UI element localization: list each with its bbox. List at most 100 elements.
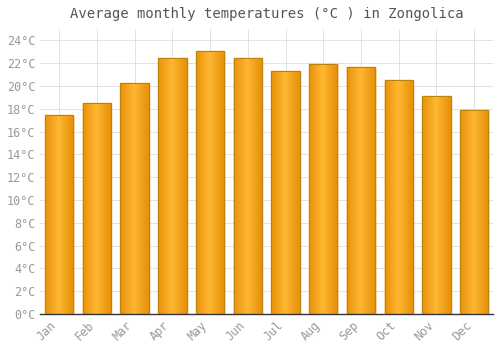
- Bar: [280, 71, 281, 314]
- Bar: [352, 66, 353, 314]
- Bar: [201, 51, 202, 314]
- Bar: [467, 110, 468, 314]
- Bar: [200, 51, 201, 314]
- Bar: [71, 114, 72, 314]
- Bar: [287, 71, 288, 314]
- Bar: [204, 51, 205, 314]
- Bar: [468, 110, 469, 314]
- Bar: [444, 96, 445, 314]
- Bar: [471, 110, 472, 314]
- Bar: [447, 96, 448, 314]
- Bar: [389, 80, 390, 314]
- Bar: [366, 66, 367, 314]
- Bar: [212, 51, 213, 314]
- Bar: [133, 83, 134, 314]
- Bar: [239, 57, 240, 314]
- Bar: [485, 110, 486, 314]
- Bar: [175, 57, 176, 314]
- Bar: [388, 80, 389, 314]
- Bar: [199, 51, 200, 314]
- Bar: [254, 57, 255, 314]
- Bar: [259, 57, 260, 314]
- Bar: [144, 83, 145, 314]
- Bar: [158, 57, 159, 314]
- Bar: [326, 64, 327, 314]
- Bar: [395, 80, 396, 314]
- Bar: [410, 80, 411, 314]
- Bar: [205, 51, 206, 314]
- Bar: [470, 110, 471, 314]
- Bar: [130, 83, 131, 314]
- Bar: [217, 51, 218, 314]
- Bar: [219, 51, 220, 314]
- Bar: [484, 110, 485, 314]
- Bar: [354, 66, 355, 314]
- Bar: [278, 71, 279, 314]
- Bar: [176, 57, 177, 314]
- Bar: [429, 96, 430, 314]
- Bar: [85, 103, 86, 314]
- Bar: [298, 71, 299, 314]
- Bar: [368, 66, 369, 314]
- Bar: [45, 114, 74, 314]
- Bar: [96, 103, 97, 314]
- Bar: [449, 96, 450, 314]
- Bar: [97, 103, 98, 314]
- Bar: [250, 57, 251, 314]
- Bar: [248, 57, 249, 314]
- Bar: [386, 80, 387, 314]
- Bar: [138, 83, 139, 314]
- Bar: [357, 66, 358, 314]
- Bar: [273, 71, 274, 314]
- Bar: [83, 103, 111, 314]
- Bar: [126, 83, 128, 314]
- Bar: [396, 80, 397, 314]
- Bar: [90, 103, 91, 314]
- Bar: [84, 103, 85, 314]
- Bar: [438, 96, 440, 314]
- Bar: [100, 103, 101, 314]
- Bar: [98, 103, 99, 314]
- Bar: [358, 66, 360, 314]
- Bar: [216, 51, 217, 314]
- Bar: [174, 57, 175, 314]
- Bar: [433, 96, 434, 314]
- Bar: [137, 83, 138, 314]
- Bar: [347, 66, 348, 314]
- Bar: [482, 110, 483, 314]
- Bar: [179, 57, 180, 314]
- Bar: [325, 64, 326, 314]
- Bar: [431, 96, 432, 314]
- Bar: [211, 51, 212, 314]
- Bar: [168, 57, 169, 314]
- Bar: [52, 114, 53, 314]
- Bar: [158, 57, 186, 314]
- Bar: [422, 96, 450, 314]
- Bar: [261, 57, 262, 314]
- Bar: [324, 64, 325, 314]
- Bar: [289, 71, 290, 314]
- Bar: [274, 71, 275, 314]
- Bar: [66, 114, 67, 314]
- Bar: [209, 51, 210, 314]
- Bar: [480, 110, 481, 314]
- Bar: [393, 80, 394, 314]
- Bar: [328, 64, 329, 314]
- Bar: [291, 71, 292, 314]
- Bar: [49, 114, 50, 314]
- Bar: [208, 51, 209, 314]
- Bar: [294, 71, 295, 314]
- Bar: [64, 114, 65, 314]
- Bar: [313, 64, 314, 314]
- Bar: [181, 57, 182, 314]
- Bar: [91, 103, 92, 314]
- Bar: [63, 114, 64, 314]
- Bar: [473, 110, 474, 314]
- Bar: [285, 71, 286, 314]
- Bar: [109, 103, 110, 314]
- Bar: [236, 57, 237, 314]
- Bar: [351, 66, 352, 314]
- Bar: [143, 83, 144, 314]
- Bar: [70, 114, 71, 314]
- Bar: [185, 57, 186, 314]
